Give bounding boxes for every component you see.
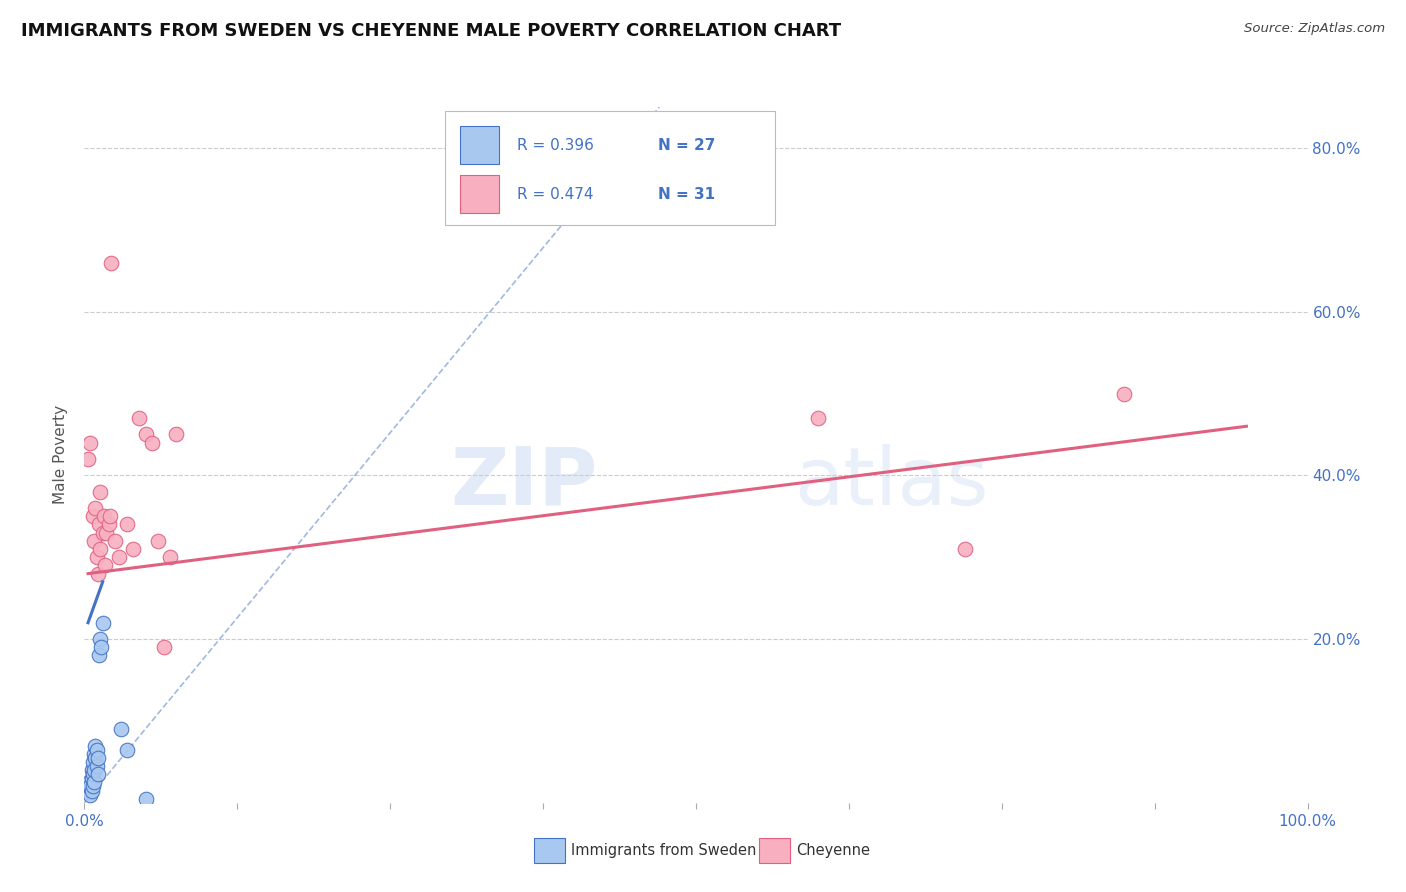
Point (90, 640, 112, 655)
Point (83, 775, 105, 789)
Point (89, 632, 111, 646)
Point (165, 427, 187, 442)
Point (807, 411, 830, 425)
Point (141, 435, 163, 450)
Point (86, 550, 108, 565)
Point (80, 783, 103, 797)
Point (87, 751, 110, 765)
Point (87, 566, 110, 581)
Point (135, 791, 157, 805)
Point (110, 722, 132, 736)
Point (135, 427, 157, 442)
Point (98, 509, 121, 524)
Point (122, 542, 145, 557)
Y-axis label: Male Poverty: Male Poverty (53, 405, 69, 505)
Point (79, 788, 101, 802)
Point (97, 517, 120, 532)
Point (159, 550, 181, 565)
Point (91, 525, 114, 540)
Point (82, 780, 104, 794)
Text: Source: ZipAtlas.com: Source: ZipAtlas.com (1244, 22, 1385, 36)
Text: R = 0.396: R = 0.396 (517, 137, 595, 153)
Point (87, 517, 110, 532)
Point (77, 783, 100, 797)
FancyBboxPatch shape (446, 111, 776, 226)
Point (146, 533, 169, 548)
Point (77, 780, 100, 794)
Point (84, 501, 107, 516)
Point (77, 452, 100, 467)
Point (80, 771, 103, 785)
Point (89, 484, 111, 499)
Point (128, 411, 150, 425)
Point (84, 751, 107, 765)
Text: N = 31: N = 31 (658, 186, 716, 202)
Point (80, 763, 103, 777)
Text: N = 27: N = 27 (658, 137, 716, 153)
Text: IMMIGRANTS FROM SWEDEN VS CHEYENNE MALE POVERTY CORRELATION CHART: IMMIGRANTS FROM SWEDEN VS CHEYENNE MALE … (21, 22, 841, 40)
Text: atlas: atlas (794, 443, 988, 522)
Point (77, 775, 100, 789)
Point (91, 615, 114, 630)
Point (96, 525, 118, 540)
Point (84, 739, 107, 753)
Point (100, 255, 122, 269)
Point (89, 542, 111, 557)
Point (1114, 386, 1136, 401)
Point (86, 759, 108, 773)
Point (953, 542, 976, 557)
Point (115, 517, 138, 532)
FancyBboxPatch shape (460, 126, 499, 164)
Point (87, 648, 110, 663)
Point (107, 550, 129, 565)
Point (83, 763, 105, 777)
Text: ZIP: ZIP (451, 443, 598, 522)
Point (82, 767, 104, 781)
Point (153, 640, 176, 655)
FancyBboxPatch shape (460, 175, 499, 213)
Point (79, 780, 101, 794)
Point (79, 435, 101, 450)
Point (104, 533, 127, 548)
Text: Cheyenne: Cheyenne (796, 844, 870, 858)
Point (86, 742, 108, 756)
Point (82, 755, 104, 769)
Point (115, 742, 138, 756)
Point (83, 533, 105, 548)
Point (93, 509, 115, 524)
Text: R = 0.474: R = 0.474 (517, 186, 593, 202)
Text: Immigrants from Sweden: Immigrants from Sweden (571, 844, 756, 858)
Point (83, 747, 105, 761)
Point (87, 767, 110, 781)
Point (94, 558, 117, 573)
Point (82, 509, 104, 524)
